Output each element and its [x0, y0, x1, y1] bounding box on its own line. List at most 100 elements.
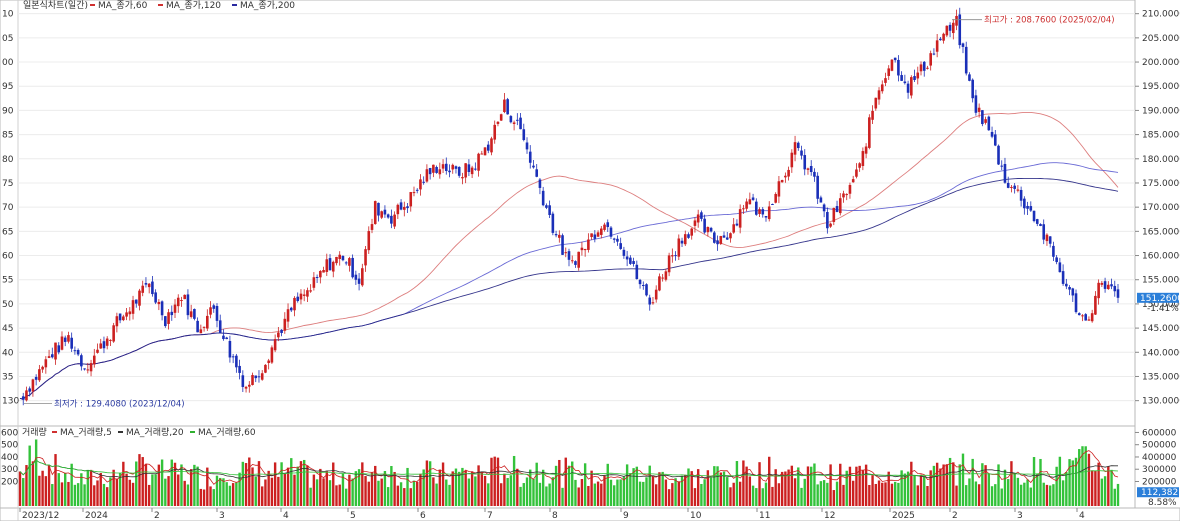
candle-body — [367, 231, 371, 251]
candle-body — [1035, 219, 1039, 224]
candle-body — [590, 233, 593, 238]
candle-body — [609, 227, 613, 237]
volume-bar — [99, 473, 102, 506]
volume-bar — [370, 472, 374, 506]
candle-body — [34, 376, 38, 380]
volume-bar — [803, 478, 806, 506]
moving-average-lines — [19, 111, 1119, 400]
volume-bar — [199, 488, 203, 506]
volume-bar — [690, 471, 693, 506]
candle-body — [251, 375, 254, 385]
volume-bar — [761, 488, 764, 506]
legend-item: MA_종가,120 — [166, 0, 221, 11]
candle-body — [658, 276, 661, 291]
candle-body — [86, 369, 90, 371]
volume-bar — [458, 471, 461, 506]
volume-bar — [160, 459, 164, 506]
volume-bar — [1055, 466, 1058, 506]
candle-body — [322, 270, 325, 273]
candle-body — [512, 122, 516, 124]
volume-bar — [787, 469, 790, 506]
volume-bar — [244, 463, 248, 506]
volume-tick-label: 200000 — [1142, 477, 1177, 487]
legend-item: MA_종가,60 — [98, 0, 148, 11]
volume-bar — [1084, 446, 1087, 506]
volume-bar — [54, 454, 57, 506]
candle-body — [945, 25, 949, 36]
volume-bar — [1052, 484, 1055, 506]
candle-body — [76, 349, 80, 355]
candle-body — [144, 283, 148, 285]
volume-bar — [1061, 480, 1065, 506]
volume-bar — [948, 457, 952, 506]
candle-body — [348, 258, 351, 266]
volume-bar — [654, 484, 658, 506]
candle-body — [457, 166, 461, 176]
chart-title: 일본식차트(일간) — [23, 0, 88, 11]
volume-bar — [977, 484, 981, 506]
volume-bar — [22, 478, 25, 506]
candle-body — [493, 124, 497, 140]
price-tick-label: 205.0000 — [1142, 34, 1180, 44]
volume-bar — [490, 457, 493, 506]
candle-body — [522, 129, 526, 141]
volume-bar — [748, 476, 752, 506]
volume-bars — [18, 439, 1120, 506]
volume-bar — [367, 481, 370, 506]
candle-body — [548, 205, 551, 215]
candle-body — [212, 305, 216, 309]
candle-body — [922, 61, 926, 71]
candle-body — [558, 234, 561, 238]
candle-body — [1045, 234, 1049, 242]
candle-body — [1052, 245, 1055, 257]
candle-body — [777, 181, 781, 197]
candle-body — [758, 209, 761, 214]
volume-bar — [1000, 488, 1003, 506]
volume-bar — [293, 474, 296, 506]
volume-bar — [671, 483, 674, 506]
candle-body — [680, 240, 684, 244]
candle-body — [1003, 163, 1007, 183]
volume-bar — [1019, 484, 1023, 506]
volume-bar — [357, 469, 361, 506]
volume-bar — [261, 486, 264, 506]
candle-body — [1103, 281, 1107, 289]
candle-body — [616, 238, 619, 242]
volume-bar — [454, 468, 458, 506]
volume-bar — [151, 474, 154, 506]
candle-body — [703, 218, 706, 233]
volume-bar — [31, 461, 35, 506]
candle-body — [974, 95, 978, 113]
volume-bar — [942, 464, 945, 506]
candle-body — [1087, 319, 1091, 321]
volume-bar — [299, 461, 303, 506]
candle-body — [370, 224, 374, 230]
volume-bar — [819, 481, 823, 506]
candle-body — [386, 214, 390, 218]
candle-body — [651, 302, 655, 304]
volume-bar — [219, 477, 222, 506]
volume-bar — [225, 482, 228, 506]
candle-body — [706, 226, 710, 233]
candle-body — [138, 290, 141, 306]
date-tick-label: 8 — [552, 511, 558, 521]
candle-body — [583, 248, 587, 251]
candle-body — [835, 206, 839, 212]
date-tick-label: 3 — [1017, 511, 1023, 521]
volume-bar — [632, 468, 635, 506]
left-price-label: 45 — [2, 324, 13, 334]
volume-bar — [868, 485, 871, 506]
candle-body — [164, 316, 167, 327]
candle-body — [981, 110, 984, 125]
left-price-label: 05 — [2, 34, 13, 44]
candle-body — [112, 325, 115, 342]
date-axis: 2023/12 2024 2 3 4 5 6 7 8 9 10 11 12 2025 2 3 4 — [19, 508, 1085, 521]
volume-tick-label: 500000 — [1142, 441, 1177, 451]
volume-bar — [128, 479, 131, 506]
candle-body — [474, 168, 477, 170]
price-tick-label: 155.0000 — [1142, 276, 1180, 286]
candle-body — [218, 320, 222, 333]
candle-body — [696, 214, 700, 223]
volume-bar — [399, 482, 403, 506]
volume-bar — [923, 476, 926, 506]
